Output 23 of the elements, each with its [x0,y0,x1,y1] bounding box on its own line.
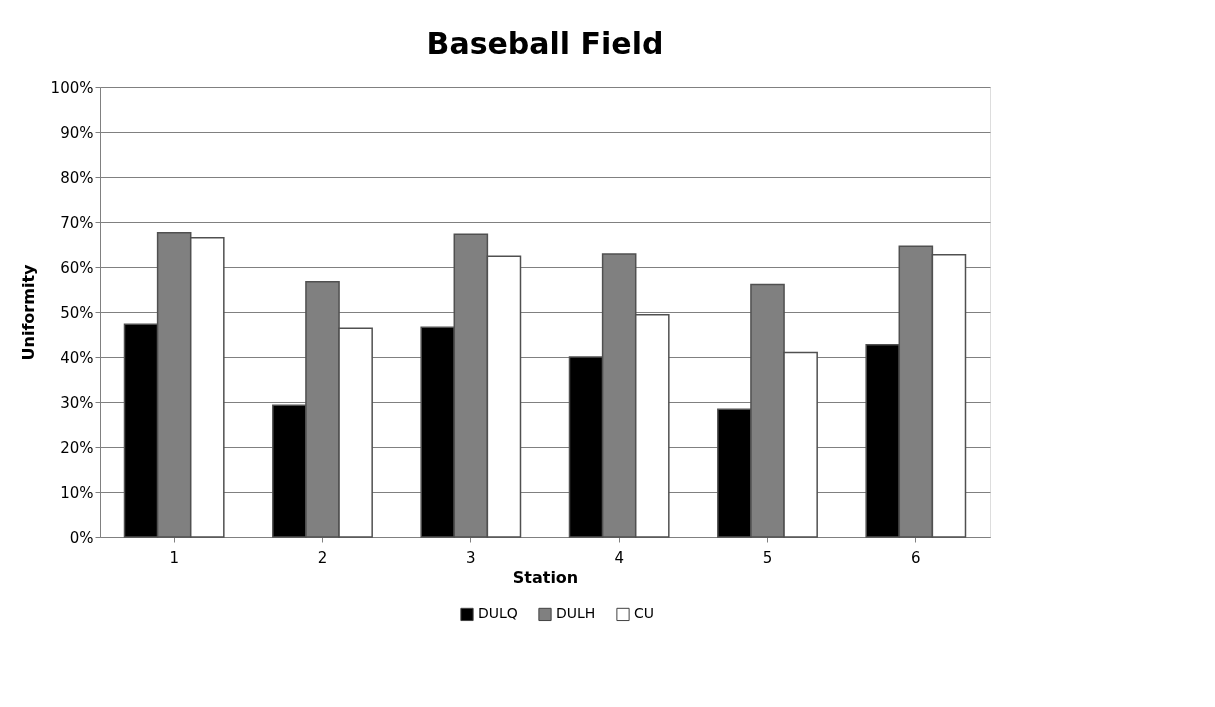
y-tick-label: 40% [60,348,94,367]
y-tick-label: 90% [60,123,94,142]
x-tick-label: 5 [762,548,773,567]
y-axis-title: Uniformity [18,263,38,361]
chart-title: Baseball Field [426,26,664,61]
x-tick-label: 2 [317,548,328,567]
y-tick-label: 0% [69,528,94,547]
y-tick-label: 10% [60,483,94,502]
y-tick-label: 50% [60,303,94,322]
x-tick-label: 6 [911,548,921,567]
x-tick-label: 1 [169,548,179,567]
legend-label: CU [634,605,655,622]
legend-label: DULH [556,605,596,622]
legend-label: DULQ [478,605,518,622]
y-tick-label: 30% [60,393,94,412]
y-tick-label: 80% [60,168,94,187]
y-tick-label: 60% [60,258,94,277]
y-tick-label: 70% [60,213,94,232]
x-axis-title: Station [512,567,579,587]
y-tick-label: 20% [60,438,94,457]
x-tick-label: 4 [614,548,624,567]
x-tick-label: 3 [466,548,476,567]
y-tick-label: 100% [50,78,94,97]
